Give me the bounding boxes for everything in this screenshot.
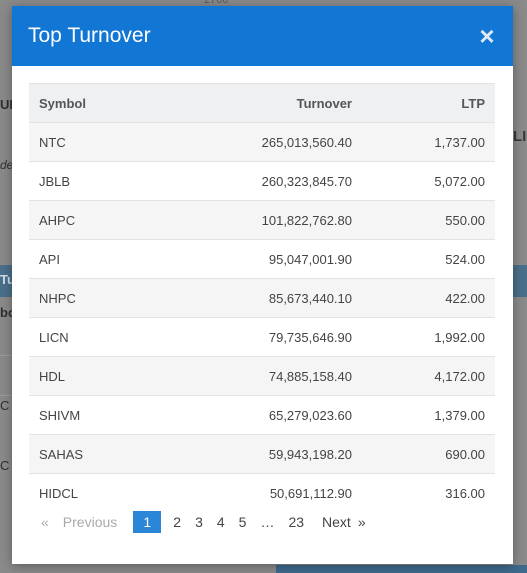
cell-ltp: 4,172.00 [362, 356, 495, 396]
cell-turnover: 79,735,646.90 [129, 317, 362, 357]
cell-turnover: 95,047,001.90 [129, 239, 362, 279]
pagination: « Previous 1 2 3 4 5 … 23 Next » [34, 510, 373, 534]
background-divider [0, 355, 12, 356]
pagination-page-5[interactable]: 5 [238, 514, 247, 530]
cell-ltp: 690.00 [362, 434, 495, 474]
background-text-fragment: LI [513, 128, 527, 145]
cell-symbol: HIDCL [29, 473, 129, 512]
background-text-fragment: Tu [0, 272, 15, 287]
table-row: HIDCL 50,691,112.90 316.00 [29, 473, 495, 512]
cell-turnover: 50,691,112.90 [129, 473, 362, 512]
cell-symbol: SAHAS [29, 434, 129, 474]
cell-turnover: 59,943,198.20 [129, 434, 362, 474]
cell-turnover: 85,673,440.10 [129, 278, 362, 318]
table-row: HDL 74,885,158.40 4,172.00 [29, 356, 495, 396]
pagination-page-3[interactable]: 3 [195, 514, 203, 530]
top-turnover-modal: Top Turnover × Symbol Turnover LTP NTC 2… [12, 6, 513, 564]
background-text-fragment: C [0, 398, 10, 413]
cell-symbol: SHIVM [29, 395, 129, 435]
pagination-previous-button[interactable]: Previous [62, 514, 118, 530]
cell-ltp: 422.00 [362, 278, 495, 318]
pagination-next-button[interactable]: Next [322, 514, 351, 530]
modal-header: Top Turnover × [12, 6, 513, 66]
table-row: AHPC 101,822,762.80 550.00 [29, 200, 495, 240]
cell-symbol: LICN [29, 317, 129, 357]
cell-ltp: 5,072.00 [362, 161, 495, 201]
cell-turnover: 265,013,560.40 [129, 122, 362, 162]
background-axis-tick: 2700 [204, 0, 229, 6]
table-row: SHIVM 65,279,023.60 1,379.00 [29, 395, 495, 435]
cell-ltp: 1,379.00 [362, 395, 495, 435]
pagination-first-button[interactable]: « [41, 514, 49, 530]
turnover-table: Symbol Turnover LTP NTC 265,013,560.40 1… [29, 83, 495, 512]
cell-symbol: NHPC [29, 278, 129, 318]
close-icon[interactable]: × [479, 21, 495, 51]
table-row: LICN 79,735,646.90 1,992.00 [29, 317, 495, 357]
table-row: JBLB 260,323,845.70 5,072.00 [29, 161, 495, 201]
cell-symbol: API [29, 239, 129, 279]
table-row: NTC 265,013,560.40 1,737.00 [29, 122, 495, 162]
cell-turnover: 260,323,845.70 [129, 161, 362, 201]
background-divider [0, 395, 12, 396]
modal-title: Top Turnover [28, 24, 151, 47]
pagination-last-button[interactable]: » [357, 514, 366, 530]
cell-turnover: 65,279,023.60 [129, 395, 362, 435]
column-header-turnover[interactable]: Turnover [129, 83, 362, 123]
pagination-page-1[interactable]: 1 [133, 511, 162, 533]
cell-symbol: AHPC [29, 200, 129, 240]
cell-ltp: 550.00 [362, 200, 495, 240]
pagination-page-2[interactable]: 2 [173, 514, 182, 530]
background-text-fragment: C [0, 458, 10, 473]
cell-ltp: 316.00 [362, 473, 495, 512]
background-text-fragment: bo [0, 305, 16, 320]
pagination-page-23[interactable]: 23 [288, 514, 305, 530]
table-header-row: Symbol Turnover LTP [29, 83, 495, 123]
cell-turnover: 74,885,158.40 [129, 356, 362, 396]
table-row: API 95,047,001.90 524.00 [29, 239, 495, 279]
cell-symbol: HDL [29, 356, 129, 396]
cell-symbol: NTC [29, 122, 129, 162]
background-text-fragment: de [0, 158, 14, 172]
pagination-page-4[interactable]: 4 [216, 514, 225, 530]
pagination-ellipsis: … [260, 514, 275, 530]
cell-ltp: 1,737.00 [362, 122, 495, 162]
table-row: SAHAS 59,943,198.20 690.00 [29, 434, 495, 474]
column-header-ltp[interactable]: LTP [362, 83, 495, 123]
column-header-symbol[interactable]: Symbol [29, 83, 129, 123]
table-row: NHPC 85,673,440.10 422.00 [29, 278, 495, 318]
cell-symbol: JBLB [29, 161, 129, 201]
cell-ltp: 1,992.00 [362, 317, 495, 357]
background-bottom-panel [276, 565, 527, 573]
cell-ltp: 524.00 [362, 239, 495, 279]
cell-turnover: 101,822,762.80 [129, 200, 362, 240]
